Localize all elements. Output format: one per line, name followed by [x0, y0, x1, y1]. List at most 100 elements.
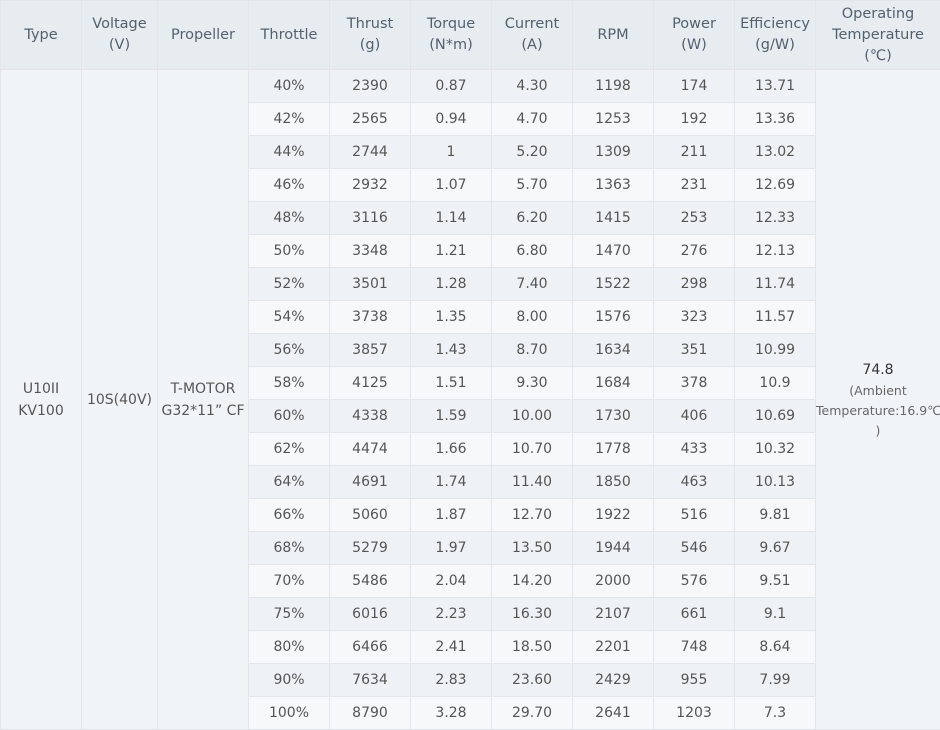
- current-cell: 23.60: [492, 664, 573, 697]
- throttle-cell: 46%: [249, 169, 330, 202]
- efficiency-cell: 10.32: [735, 433, 816, 466]
- throttle-cell: 75%: [249, 598, 330, 631]
- efficiency-cell: 10.99: [735, 334, 816, 367]
- torque-cell: 2.04: [411, 565, 492, 598]
- efficiency-cell: 9.67: [735, 532, 816, 565]
- thrust-cell: 8790: [330, 697, 411, 730]
- throttle-cell: 64%: [249, 466, 330, 499]
- torque-cell: 2.41: [411, 631, 492, 664]
- current-cell: 10.00: [492, 400, 573, 433]
- power-cell: 406: [654, 400, 735, 433]
- torque-cell: 1.66: [411, 433, 492, 466]
- torque-cell: 1.74: [411, 466, 492, 499]
- throttle-cell: 60%: [249, 400, 330, 433]
- efficiency-cell: 10.69: [735, 400, 816, 433]
- ambient-note-2: Temperature:16.9℃: [816, 401, 940, 421]
- efficiency-cell: 10.9: [735, 367, 816, 400]
- current-cell: 9.30: [492, 367, 573, 400]
- torque-cell: 3.28: [411, 697, 492, 730]
- thrust-cell: 3738: [330, 301, 411, 334]
- thrust-cell: 2390: [330, 70, 411, 103]
- current-cell: 16.30: [492, 598, 573, 631]
- torque-cell: 1.28: [411, 268, 492, 301]
- efficiency-cell: 13.36: [735, 103, 816, 136]
- torque-cell: 1.59: [411, 400, 492, 433]
- torque-cell: 1.21: [411, 235, 492, 268]
- voltage-cell: 10S(40V): [82, 70, 158, 730]
- rpm-cell: 1198: [573, 70, 654, 103]
- current-cell: 5.70: [492, 169, 573, 202]
- temperature-value: 74.8: [816, 359, 940, 381]
- header-thrust: Thrust(g): [330, 1, 411, 70]
- header-efficiency: Efficiency(g/W): [735, 1, 816, 70]
- rpm-cell: 1415: [573, 202, 654, 235]
- efficiency-cell: 13.02: [735, 136, 816, 169]
- power-cell: 433: [654, 433, 735, 466]
- header-type: Type: [1, 1, 82, 70]
- throttle-cell: 62%: [249, 433, 330, 466]
- thrust-cell: 5486: [330, 565, 411, 598]
- current-cell: 13.50: [492, 532, 573, 565]
- current-cell: 6.20: [492, 202, 573, 235]
- throttle-cell: 48%: [249, 202, 330, 235]
- efficiency-cell: 13.71: [735, 70, 816, 103]
- rpm-cell: 2429: [573, 664, 654, 697]
- torque-cell: 1.51: [411, 367, 492, 400]
- ambient-note-1: (Ambient: [816, 381, 940, 401]
- current-cell: 6.80: [492, 235, 573, 268]
- efficiency-cell: 9.81: [735, 499, 816, 532]
- throttle-cell: 90%: [249, 664, 330, 697]
- rpm-cell: 1850: [573, 466, 654, 499]
- power-cell: 1203: [654, 697, 735, 730]
- thrust-cell: 6016: [330, 598, 411, 631]
- rpm-cell: 1309: [573, 136, 654, 169]
- header-power: Power(W): [654, 1, 735, 70]
- current-cell: 11.40: [492, 466, 573, 499]
- throttle-cell: 54%: [249, 301, 330, 334]
- throttle-cell: 44%: [249, 136, 330, 169]
- torque-cell: 1.87: [411, 499, 492, 532]
- rpm-cell: 2000: [573, 565, 654, 598]
- efficiency-cell: 12.13: [735, 235, 816, 268]
- current-cell: 8.70: [492, 334, 573, 367]
- thrust-cell: 6466: [330, 631, 411, 664]
- current-cell: 10.70: [492, 433, 573, 466]
- efficiency-cell: 7.99: [735, 664, 816, 697]
- current-cell: 12.70: [492, 499, 573, 532]
- throttle-cell: 66%: [249, 499, 330, 532]
- rpm-cell: 1778: [573, 433, 654, 466]
- power-cell: 323: [654, 301, 735, 334]
- efficiency-cell: 8.64: [735, 631, 816, 664]
- torque-cell: 1: [411, 136, 492, 169]
- power-cell: 748: [654, 631, 735, 664]
- efficiency-cell: 12.33: [735, 202, 816, 235]
- power-cell: 211: [654, 136, 735, 169]
- current-cell: 4.30: [492, 70, 573, 103]
- torque-cell: 1.07: [411, 169, 492, 202]
- throttle-cell: 50%: [249, 235, 330, 268]
- power-cell: 174: [654, 70, 735, 103]
- efficiency-cell: 12.69: [735, 169, 816, 202]
- rpm-cell: 1944: [573, 532, 654, 565]
- throttle-cell: 70%: [249, 565, 330, 598]
- rpm-cell: 1363: [573, 169, 654, 202]
- power-cell: 192: [654, 103, 735, 136]
- ambient-note-3: ): [816, 421, 940, 441]
- header-row: Type Voltage(V) Propeller Throttle Thrus…: [1, 1, 940, 70]
- current-cell: 8.00: [492, 301, 573, 334]
- header-torque: Torque(N*m): [411, 1, 492, 70]
- power-cell: 661: [654, 598, 735, 631]
- current-cell: 14.20: [492, 565, 573, 598]
- power-cell: 516: [654, 499, 735, 532]
- power-cell: 463: [654, 466, 735, 499]
- thrust-cell: 3857: [330, 334, 411, 367]
- torque-cell: 0.94: [411, 103, 492, 136]
- thrust-cell: 4474: [330, 433, 411, 466]
- thrust-cell: 5060: [330, 499, 411, 532]
- header-current: Current(A): [492, 1, 573, 70]
